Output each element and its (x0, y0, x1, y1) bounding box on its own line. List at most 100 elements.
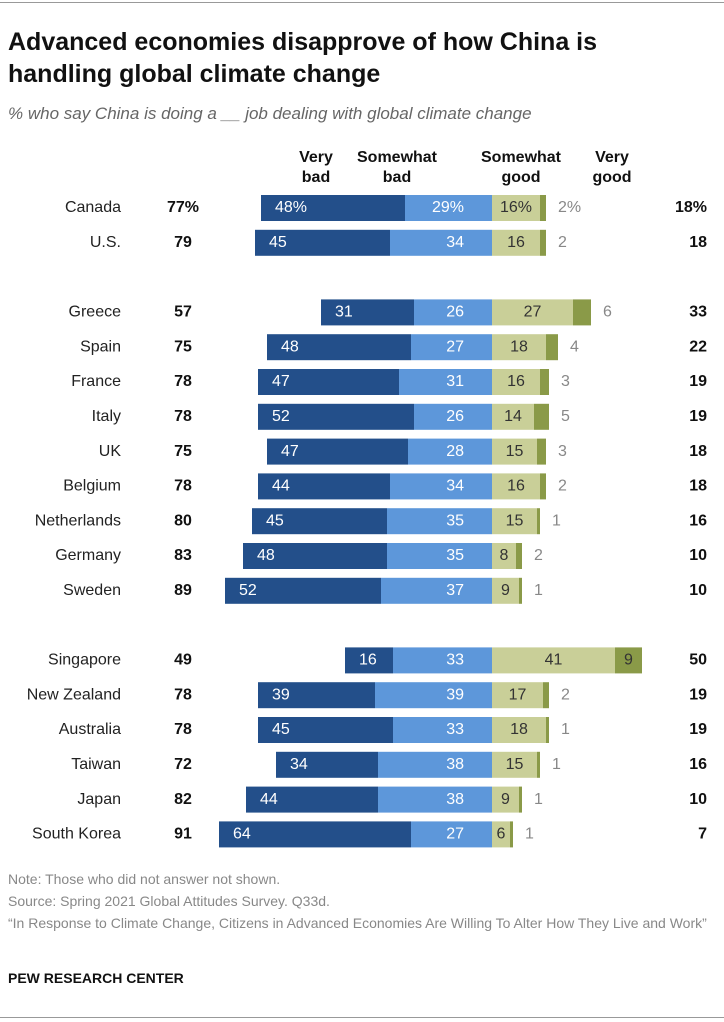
value-label: 16 (359, 652, 377, 669)
total-bad: 78 (174, 686, 192, 703)
value-label: 9 (624, 652, 633, 669)
report-title: “In Response to Climate Change, Citizens… (8, 915, 707, 931)
bar-very-good (540, 473, 546, 500)
category-label: Netherlands (35, 512, 121, 529)
value-label: 6 (603, 304, 612, 321)
value-label: 18 (510, 721, 528, 738)
value-label: 41 (545, 652, 563, 669)
value-label: 45 (272, 721, 290, 738)
value-label: 29% (432, 199, 464, 216)
value-label: 3 (561, 373, 570, 390)
value-label: 1 (552, 512, 561, 529)
value-label: 15 (506, 512, 524, 529)
value-label: 16% (500, 199, 532, 216)
bar-somewhat-good (492, 543, 516, 569)
bar-somewhat-good (492, 821, 510, 848)
total-bad: 82 (174, 791, 192, 808)
bar-very-good (540, 369, 549, 395)
value-label: 37 (446, 582, 464, 599)
total-good: 18% (675, 199, 707, 216)
bar-somewhat-good (492, 717, 546, 743)
value-label: 1 (525, 826, 534, 843)
value-label: 1 (534, 791, 543, 808)
bar-somewhat-bad (414, 403, 492, 430)
bar-very-good (546, 334, 558, 361)
category-label: Italy (92, 408, 121, 425)
value-label: 31 (335, 304, 353, 321)
bar-somewhat-bad (378, 751, 492, 778)
value-label: 44 (260, 791, 278, 808)
bar-very-bad (258, 403, 414, 430)
bar-very-good (534, 403, 549, 430)
bar-somewhat-good (492, 334, 546, 361)
total-bad: 72 (174, 756, 192, 773)
bar-very-good (537, 751, 540, 778)
total-good: 19 (689, 408, 707, 425)
value-label: 48 (257, 547, 275, 564)
value-label: 9 (501, 582, 510, 599)
bar-very-good (519, 786, 522, 813)
bar-very-bad (246, 786, 378, 813)
legend-entry: Somewhat bad (356, 149, 438, 186)
bar-very-good (573, 299, 591, 326)
bar-somewhat-bad (393, 717, 492, 743)
value-label: 8 (500, 547, 509, 564)
category-label: U.S. (90, 234, 121, 251)
bar-very-good (546, 717, 549, 743)
legend-entry: Very bad (299, 149, 333, 186)
value-label: 27 (446, 338, 464, 355)
value-label: 35 (446, 547, 464, 564)
bar-somewhat-bad (387, 543, 492, 569)
bar-somewhat-bad (387, 508, 492, 535)
source: Source: Spring 2021 Global Attitudes Sur… (8, 893, 330, 909)
category-label: Sweden (63, 582, 121, 599)
total-good: 7 (698, 826, 707, 843)
bar-somewhat-good (492, 751, 537, 778)
value-label: 52 (272, 408, 290, 425)
value-label: 2 (561, 686, 570, 703)
value-label: 34 (446, 478, 464, 495)
value-label: 1 (552, 756, 561, 773)
category-label: Taiwan (71, 756, 121, 773)
value-label: 16 (507, 478, 525, 495)
value-label: 33 (446, 652, 464, 669)
value-label: 5 (561, 408, 570, 425)
bar-somewhat-good (492, 682, 543, 709)
value-label: 2 (558, 478, 567, 495)
bar-somewhat-good (492, 438, 537, 465)
bar-somewhat-good (492, 508, 537, 535)
category-label: Belgium (63, 478, 121, 495)
bar-very-good (543, 682, 549, 709)
total-bad: 78 (174, 408, 192, 425)
category-label: South Korea (32, 826, 121, 843)
category-label: New Zealand (27, 686, 121, 703)
category-label: Singapore (48, 652, 121, 669)
legend-entry: Somewhat good (480, 149, 562, 186)
bar-very-bad (225, 577, 381, 604)
category-label: Greece (69, 304, 122, 321)
value-label: 2% (558, 199, 581, 216)
total-good: 50 (689, 652, 707, 669)
category-label: France (71, 373, 121, 390)
bar-very-good (540, 195, 546, 221)
value-label: 45 (266, 512, 284, 529)
bar-somewhat-bad (375, 682, 492, 709)
bar-somewhat-bad (390, 473, 492, 500)
legend-entry: Very good (592, 149, 632, 186)
bar-somewhat-bad (399, 369, 492, 395)
value-label: 31 (446, 373, 464, 390)
bar-somewhat-good (492, 473, 540, 500)
total-bad: 78 (174, 721, 192, 738)
bar-very-good (537, 508, 540, 535)
value-label: 1 (561, 721, 570, 738)
total-bad: 78 (174, 478, 192, 495)
value-label: 2 (534, 547, 543, 564)
value-label: 15 (506, 756, 524, 773)
bar-very-bad (258, 682, 375, 709)
bar-somewhat-good (492, 229, 540, 256)
category-label: Australia (59, 721, 121, 738)
chart-title: Advanced economies disapprove of how Chi… (8, 28, 598, 88)
value-label: 48 (281, 338, 299, 355)
